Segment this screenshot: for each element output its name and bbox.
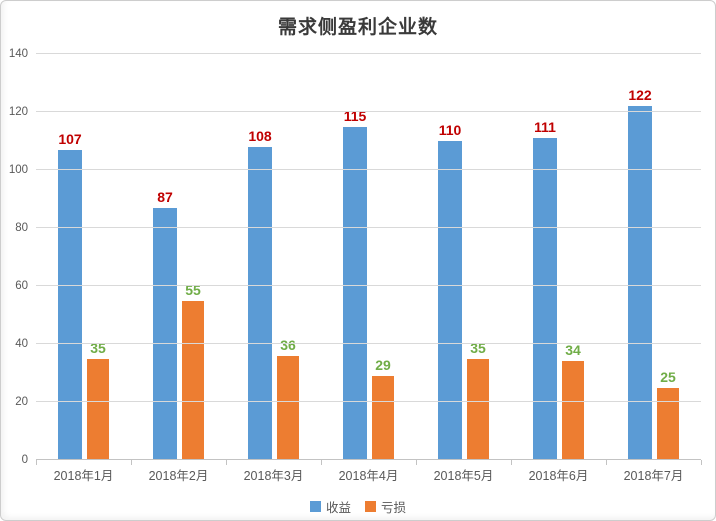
legend-label: 亏损 xyxy=(381,501,407,515)
x-axis-tick xyxy=(606,460,607,465)
bar-column: 87 xyxy=(153,189,177,460)
bar-group: 110 35 xyxy=(416,54,511,460)
bar-value-label: 87 xyxy=(157,188,173,205)
gridline-140 xyxy=(36,53,701,54)
chart-title: 需求侧盈利企业数 xyxy=(277,17,438,38)
bar-column: 34 xyxy=(562,342,584,460)
bar-value-label: 55 xyxy=(185,281,201,298)
legend-item-亏损: 亏损 xyxy=(365,497,406,516)
bar-亏损 xyxy=(657,387,679,460)
bar-亏损 xyxy=(182,300,204,460)
x-tick-label: 2018年3月 xyxy=(243,469,304,483)
bar-value-label: 108 xyxy=(248,127,272,144)
x-tick-label: 2018年4月 xyxy=(338,469,399,483)
bar-value-label: 35 xyxy=(90,339,106,356)
bar-value-label: 111 xyxy=(534,119,556,136)
bar-group: 111 34 xyxy=(511,54,606,460)
bar-亏损 xyxy=(277,355,299,460)
bar-亏损 xyxy=(372,375,394,460)
y-tick-label: 60 xyxy=(15,280,28,292)
x-tick-label: 2018年2月 xyxy=(148,469,209,483)
y-tick-label: 80 xyxy=(15,222,28,234)
bar-column: 55 xyxy=(182,282,204,460)
bar-收益 xyxy=(153,207,177,460)
x-axis-tick xyxy=(321,460,322,465)
bar-收益 xyxy=(628,106,652,460)
x-axis-tick xyxy=(701,460,702,465)
gridline-40 xyxy=(36,343,701,344)
y-tick-label: 20 xyxy=(15,396,28,408)
x-axis: 2018年1月 2018年2月 2018年3月 2018年4月 2018年5月 2018年… xyxy=(36,465,701,484)
plot-area: 107 35 87 55 108 36 115 29 110 35 111 34 122 25 xyxy=(36,53,702,465)
bar-收益 xyxy=(343,126,367,460)
bar-column: 35 xyxy=(87,340,109,460)
bar-column: 35 xyxy=(467,340,489,460)
bar-亏损 xyxy=(87,358,109,460)
gridline-80 xyxy=(36,227,701,228)
gridline-0 xyxy=(36,459,701,460)
bar-column: 29 xyxy=(372,357,394,460)
bar-column: 25 xyxy=(657,369,679,460)
y-tick-label: 0 xyxy=(21,454,28,466)
legend-swatch xyxy=(309,501,321,512)
x-axis-tick xyxy=(416,460,417,465)
bar-column: 107 xyxy=(58,131,82,460)
gridline-120 xyxy=(36,111,701,112)
bar-收益 xyxy=(248,146,272,460)
bar-value-label: 34 xyxy=(565,342,581,359)
legend: 收益 亏损 xyxy=(1,497,715,516)
legend-item-收益: 收益 xyxy=(309,497,351,516)
bar-value-label: 110 xyxy=(438,122,462,138)
bar-group: 107 35 xyxy=(36,54,131,460)
x-axis-tick xyxy=(226,460,227,465)
bar-column: 122 xyxy=(628,87,652,460)
bar-group: 115 29 xyxy=(321,54,416,460)
y-tick-label: 40 xyxy=(15,338,28,350)
y-tick-label: 140 xyxy=(8,48,28,60)
gridline-20 xyxy=(36,401,701,402)
bar-收益 xyxy=(58,149,82,460)
gridline-60 xyxy=(36,285,701,286)
x-tick-label: 2018年1月 xyxy=(53,469,114,483)
y-axis: 0 20 40 60 80 100 120 140 xyxy=(1,48,31,466)
bar-value-label: 107 xyxy=(58,130,82,147)
legend-swatch xyxy=(365,501,376,512)
bar-value-label: 35 xyxy=(470,339,486,356)
bar-value-label: 29 xyxy=(375,356,391,373)
x-axis-tick xyxy=(131,460,132,465)
bar-column: 108 xyxy=(248,128,272,460)
bar-group: 108 36 xyxy=(226,54,321,460)
gridline-100 xyxy=(36,169,701,170)
bar-收益 xyxy=(533,138,557,460)
bar-value-label: 115 xyxy=(343,107,367,124)
legend-label: 收益 xyxy=(325,501,351,515)
bar-收益 xyxy=(438,141,462,460)
bar-亏损 xyxy=(562,361,584,460)
bar-group: 87 55 xyxy=(131,54,226,460)
bar-value-label: 25 xyxy=(660,368,676,385)
bar-value-label: 36 xyxy=(280,336,296,353)
x-tick-label: 2018年6月 xyxy=(528,469,589,483)
y-tick-label: 120 xyxy=(8,106,28,118)
y-tick-label: 100 xyxy=(8,164,28,176)
bar-亏损 xyxy=(467,358,489,460)
bar-column: 111 xyxy=(533,119,557,460)
bar-column: 110 xyxy=(438,122,462,460)
bar-value-label: 122 xyxy=(628,87,652,104)
x-tick-label: 2018年5月 xyxy=(433,469,494,483)
bar-column: 115 xyxy=(343,108,367,460)
bar-groups: 107 35 87 55 108 36 115 29 110 35 111 34 122 25 xyxy=(36,54,701,460)
x-axis-tick xyxy=(511,460,512,465)
bar-column: 36 xyxy=(277,337,299,460)
bar-group: 122 25 xyxy=(606,54,701,460)
x-axis-tick xyxy=(36,460,37,465)
x-tick-label: 2018年7月 xyxy=(623,469,684,483)
